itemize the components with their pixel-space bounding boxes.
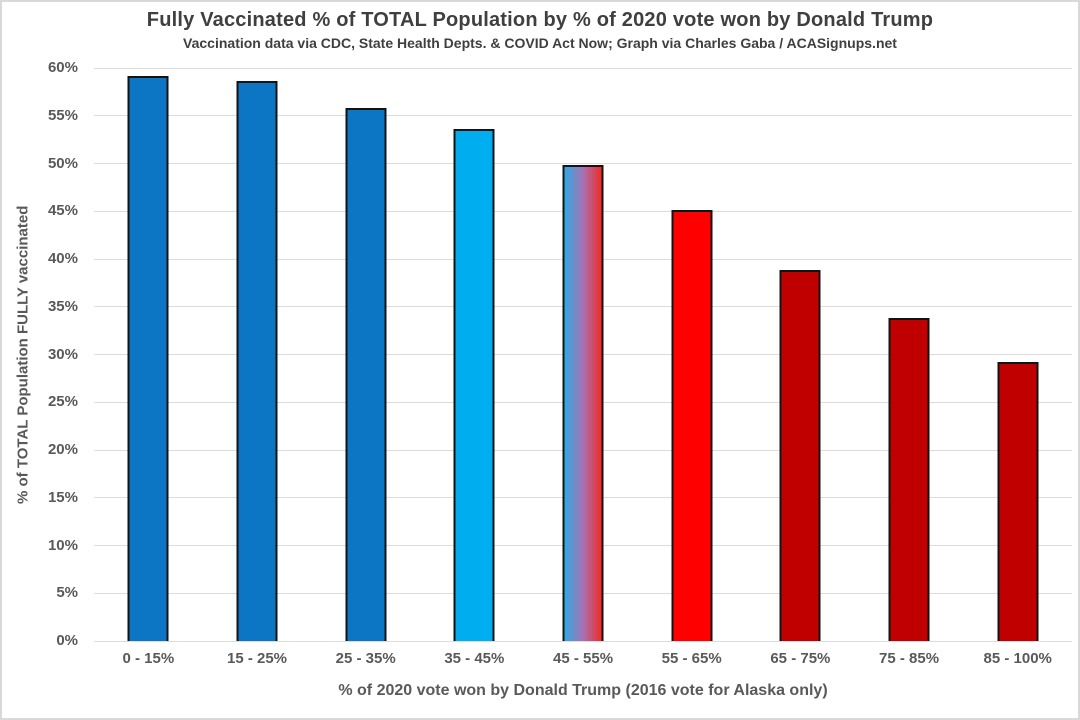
x-tick-label: 75 - 85% [879,650,940,667]
y-axis-ticks: 0% 5% 10% 15% 20% 25% 30% 35% 40% 45% 50% 55% 60% [2,59,86,649]
y-tick-label: 35% [47,297,78,315]
bar-slot [746,68,855,641]
plot-area [94,67,1072,642]
bar-slot [311,68,420,641]
y-tick-label: 5% [56,584,78,602]
x-tick-label: 55 - 65% [661,650,722,667]
bar-slot [637,68,746,641]
y-tick-label: 15% [47,488,78,506]
chart-subtitle: Vaccination data via CDC, State Health D… [183,35,897,51]
x-tick-label: 0 - 15% [122,650,175,667]
y-tick-label: 30% [47,345,78,363]
bar [779,270,821,641]
bar-slot [855,68,964,641]
chart-title: Fully Vaccinated % of TOTAL Population b… [146,9,934,31]
bar-slot [963,68,1072,641]
gridline [94,163,1072,164]
x-axis-ticks: 0 - 15% 15 - 25% 25 - 35% 35 - 45% 45 - 55% 5… [94,650,1072,667]
gridline [94,640,1072,642]
y-tick-label: 25% [47,393,78,411]
gridline [94,67,1072,69]
x-tick-label: 35 - 45% [444,650,505,667]
bar-slot [203,68,312,641]
bar [562,165,604,641]
bar [127,75,169,641]
bar-slot [420,68,529,641]
bars-layer [94,68,1072,641]
x-tick-label: 25 - 35% [335,650,396,667]
x-axis-title: % of 2020 vote won by Donald Trump (2016… [338,682,828,699]
bar [345,108,387,641]
bar [671,210,713,641]
y-tick-label: 50% [47,154,78,172]
bar [997,362,1039,641]
y-tick-label: 10% [47,536,78,554]
x-tick-label: 15 - 25% [226,650,288,667]
x-tick-label: 85 - 100% [983,650,1052,667]
bar [236,81,278,641]
bar [888,318,930,641]
gridline [94,115,1072,117]
y-tick-label: 20% [47,441,78,459]
x-tick-label: 45 - 55% [553,650,614,667]
y-tick-label: 40% [47,250,78,268]
x-tick-label: 65 - 75% [770,650,831,667]
y-tick-label: 0% [56,632,78,649]
y-tick-label: 60% [47,59,78,76]
bar-slot [529,68,638,641]
y-tick-label: 55% [47,106,78,124]
bar-slot [94,68,203,641]
y-tick-label: 45% [47,202,78,220]
bar [453,129,495,641]
